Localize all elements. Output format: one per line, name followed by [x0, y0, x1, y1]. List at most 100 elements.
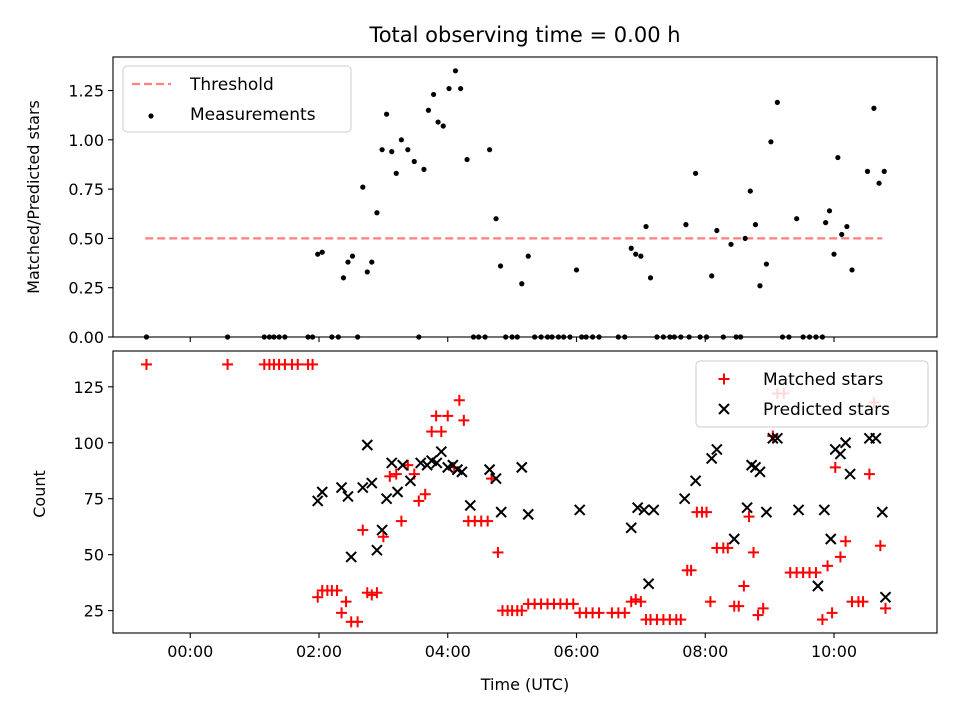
matched-star-marker [384, 470, 396, 482]
matched-star-marker [307, 358, 319, 370]
predicted-star-marker [522, 508, 534, 521]
matched-star-marker [402, 459, 414, 471]
marker-stroke [464, 499, 476, 512]
measurement-point [747, 188, 753, 194]
y-tick-label: 0.00 [68, 328, 104, 347]
matched-star-marker [748, 546, 760, 558]
matched-star-marker [426, 426, 438, 438]
measurement-point [405, 147, 411, 153]
predicted-star-marker [631, 501, 644, 514]
measurement-point [638, 253, 644, 259]
marker-stroke [876, 506, 888, 518]
measurement-point [628, 245, 634, 251]
y-tick-label: 75 [84, 490, 104, 509]
matched-star-marker [390, 468, 402, 480]
matched-star-marker [516, 605, 528, 617]
matched-star-marker [492, 546, 504, 558]
measurement-point [425, 107, 432, 113]
measurement-point [411, 158, 417, 165]
predicted-star-marker [705, 452, 718, 465]
bottom-y-axis-label: Count [30, 470, 49, 518]
legend-predicted-key [718, 403, 730, 415]
x-axis-label: Time (UTC) [480, 675, 569, 694]
y-tick-label: 100 [73, 434, 104, 453]
matched-star-marker [482, 515, 494, 527]
matched-star-marker [453, 394, 465, 406]
measurement-point [349, 253, 356, 259]
measurement-point [573, 267, 580, 273]
measurement-point [360, 184, 366, 190]
measurement-point [486, 147, 493, 153]
matched-star-marker [810, 567, 822, 579]
predicted-star-marker [376, 524, 388, 536]
matched-star-marker [829, 461, 841, 473]
marker-stroke [625, 522, 637, 534]
matched-star-marker [371, 587, 383, 599]
marker-stroke [728, 533, 740, 545]
measurement-point [831, 251, 837, 257]
measurement-point [881, 168, 887, 174]
matched-star-marker [826, 607, 838, 619]
measurement-point [421, 166, 427, 172]
measurement-point [768, 139, 774, 145]
marker-stroke [361, 439, 373, 451]
marker-stroke [516, 461, 528, 474]
measurement-point [643, 223, 649, 230]
legend-label: Matched stars [763, 370, 883, 390]
marker-stroke [818, 504, 831, 516]
marker-stroke [879, 591, 892, 603]
matched-star-marker [567, 598, 579, 610]
matched-star-marker [458, 414, 470, 426]
predicted-star-marker [312, 495, 324, 507]
predicted-star-marker [839, 437, 852, 449]
marker-stroke [431, 457, 443, 469]
x-tick-label: 02:00 [296, 642, 342, 661]
marker-stroke [342, 490, 354, 503]
matched-star-marker [352, 616, 364, 628]
marker-stroke [316, 486, 328, 498]
marker-stroke [767, 432, 779, 444]
measurement-point [757, 283, 763, 289]
marker-stroke [839, 437, 852, 449]
measurement-point [379, 147, 385, 153]
measurement-point [374, 210, 380, 216]
marker-stroke [844, 468, 856, 480]
measurement-point [519, 281, 525, 287]
predicted-star-marker [825, 533, 837, 545]
matched-star-marker [222, 358, 234, 370]
matched-star-marker [840, 535, 852, 547]
predicted-star-marker [625, 522, 637, 534]
predicted-star-marker [435, 446, 448, 458]
marker-stroke [741, 501, 753, 514]
measurement-point [876, 180, 882, 186]
top-y-axis-label: Matched/Predicted stars [24, 100, 43, 294]
predicted-star-marker [490, 472, 502, 485]
matched-star-marker [312, 591, 324, 603]
measurement-point [763, 261, 770, 267]
marker-stroke [451, 463, 464, 476]
matched-star-marker [675, 614, 687, 626]
predicted-star-marker [371, 544, 383, 556]
marker-stroke [689, 475, 702, 487]
y-tick-label: 25 [84, 602, 104, 621]
series-predicted-stars [312, 432, 892, 603]
measurement-point [458, 85, 464, 92]
marker-stroke [642, 578, 655, 590]
x-tick-label: 06:00 [553, 642, 599, 661]
matched-star-marker [722, 542, 734, 554]
predicted-star-marker [689, 475, 702, 487]
marker-stroke [490, 472, 502, 485]
marker-stroke [522, 508, 534, 521]
marker-stroke [415, 457, 427, 469]
marker-stroke [312, 495, 324, 507]
series-measurements [143, 68, 887, 340]
marker-stroke [495, 506, 507, 518]
matched-star-marker [413, 495, 425, 507]
marker-stroke [435, 446, 448, 458]
marker-stroke [483, 463, 496, 476]
x-tick-label: 08:00 [682, 642, 728, 661]
legend-label: Measurements [190, 105, 316, 125]
predicted-star-marker [415, 457, 427, 469]
measurement-point [647, 275, 654, 281]
measurement-point [709, 273, 715, 279]
